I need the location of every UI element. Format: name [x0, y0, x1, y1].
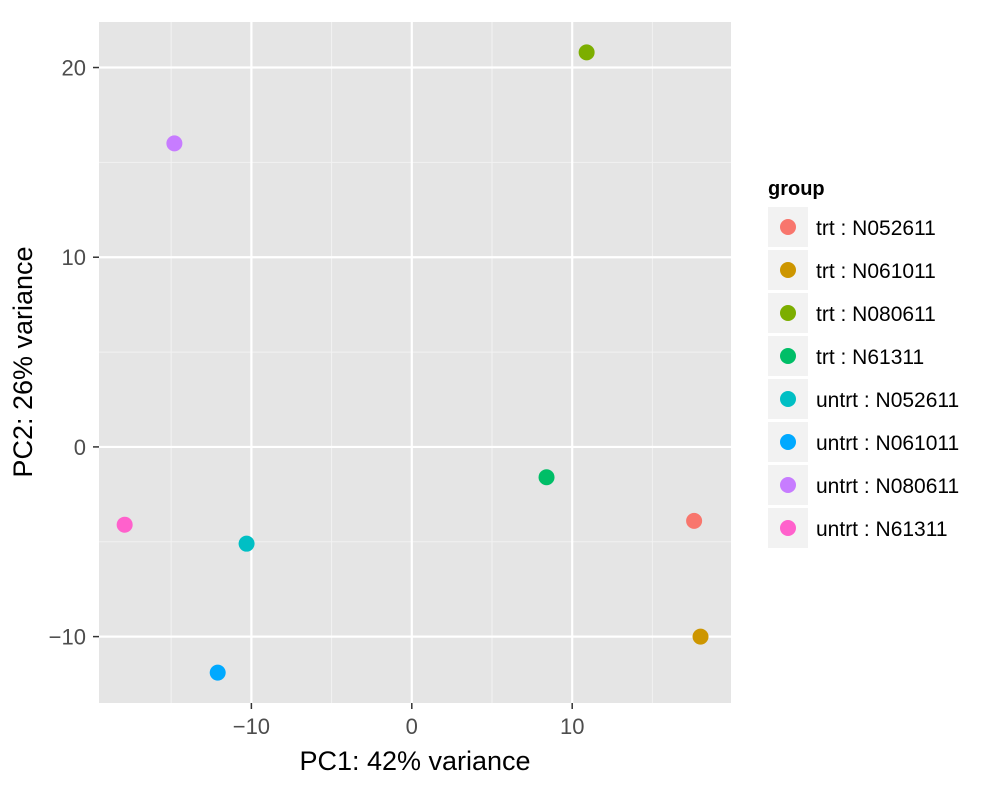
- data-point: [578, 44, 595, 61]
- legend-key-point: [780, 305, 796, 321]
- data-point: [692, 628, 709, 645]
- data-point: [116, 516, 133, 533]
- legend-label: trt : N080611: [816, 303, 936, 326]
- legend-label: untrt : N061011: [816, 432, 959, 455]
- y-tick-label: 20: [62, 56, 86, 81]
- x-axis-ticks: −10 0 10: [233, 703, 584, 739]
- legend-label: trt : N61311: [816, 346, 924, 369]
- legend-key-point: [780, 348, 796, 364]
- y-tick-label: 0: [74, 435, 86, 460]
- legend-label: untrt : N052611: [816, 389, 959, 412]
- legend-key-point: [780, 520, 796, 536]
- legend-title: group: [768, 178, 825, 200]
- y-tick-label: −10: [49, 625, 86, 650]
- x-tick-label: 0: [406, 714, 418, 739]
- legend-label: trt : N052611: [816, 217, 936, 240]
- plot-panel: [99, 22, 731, 703]
- y-axis-title: PC2: 26% variance: [8, 246, 38, 477]
- legend-key-point: [780, 477, 796, 493]
- x-axis-title: PC1: 42% variance: [299, 746, 530, 776]
- data-points: [116, 44, 709, 681]
- minor-gridlines: [99, 22, 731, 703]
- data-point: [538, 469, 555, 486]
- legend-key-point: [780, 219, 796, 235]
- data-point: [166, 135, 183, 152]
- legend-key-point: [780, 262, 796, 278]
- major-gridlines: [99, 22, 731, 703]
- legend-label: trt : N061011: [816, 260, 936, 283]
- y-axis-ticks: −10 0 10 20: [49, 56, 99, 650]
- data-point: [209, 664, 226, 681]
- y-tick-label: 10: [62, 245, 86, 270]
- legend-key-point: [780, 434, 796, 450]
- legend-items: trt : N052611 trt : N061011 trt : N080611 t…: [768, 207, 959, 548]
- legend-key-point: [780, 391, 796, 407]
- legend-label: untrt : N61311: [816, 518, 948, 541]
- data-point: [238, 535, 255, 552]
- x-tick-label: 10: [560, 714, 584, 739]
- data-point: [686, 512, 703, 529]
- legend-label: untrt : N080611: [816, 475, 959, 498]
- x-tick-label: −10: [233, 714, 270, 739]
